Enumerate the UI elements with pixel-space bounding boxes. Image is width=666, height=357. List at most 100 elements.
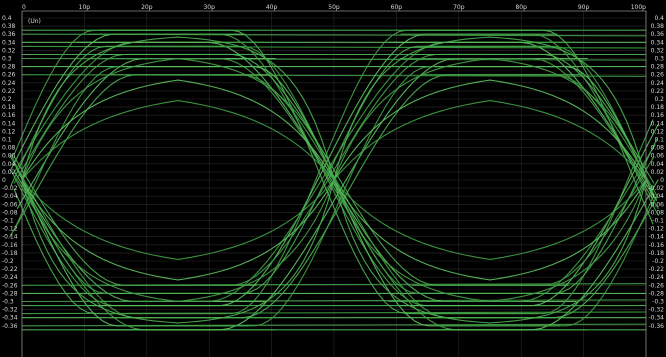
x-tick-label: 50p — [328, 4, 340, 11]
eye-trace — [399, 179, 659, 331]
eye-trace — [434, 66, 655, 197]
x-tick-label: 100p — [631, 4, 646, 11]
eye-trace — [21, 58, 335, 181]
y-tick-label-right: -0.04 — [648, 193, 664, 200]
eye-trace — [400, 123, 659, 307]
eye-trace — [388, 144, 656, 303]
eye-trace — [333, 179, 647, 260]
y-tick-label-right: 0.36 — [651, 31, 665, 38]
y-tick-labels-left: 0.40.380.360.340.320.30.280.260.240.220.… — [2, 15, 18, 330]
y-tick-label-right: 0.12 — [651, 128, 665, 135]
y-tick-label-left: 0.18 — [2, 104, 16, 111]
y-tick-labels-right: 0.40.380.360.340.320.30.280.260.240.220.… — [648, 15, 664, 330]
y-tick-label-right: 0.2 — [654, 96, 664, 103]
eye-traces — [9, 29, 659, 331]
eye-trace — [21, 179, 335, 281]
x-tick-label: 40p — [266, 4, 278, 11]
eye-trace — [21, 100, 335, 181]
y-tick-label-right: -0.36 — [648, 323, 664, 330]
y-tick-label-right: 0.3 — [654, 56, 664, 63]
x-tick-label: 80p — [515, 4, 527, 11]
x-tick-label: 70p — [453, 4, 465, 11]
y-tick-label-right: 0.4 — [654, 15, 664, 22]
eye-trace — [399, 57, 659, 209]
y-tick-label-right: 0.26 — [651, 72, 665, 79]
y-tick-label-left: 0.08 — [2, 145, 16, 152]
y-tick-label-right: -0.08 — [648, 209, 664, 216]
grid — [21, 11, 647, 357]
eye-trace — [333, 100, 647, 181]
eye-trace — [411, 53, 655, 184]
y-tick-label-right: 0.22 — [651, 88, 665, 95]
eye-trace — [412, 119, 654, 315]
y-tick-label-left: 0.38 — [2, 23, 16, 30]
eye-trace — [21, 179, 335, 260]
y-unit-label: (Un) — [28, 18, 41, 25]
y-tick-label-left: -0.18 — [2, 250, 18, 257]
y-tick-label-left: -0.3 — [2, 299, 14, 306]
y-tick-label-left: -0.16 — [2, 242, 18, 249]
eye-trace — [434, 195, 655, 327]
y-tick-label-left: 0.1 — [2, 137, 12, 144]
y-tick-label-right: -0.18 — [648, 250, 664, 257]
x-tick-label: 10p — [79, 4, 91, 11]
eye-trace — [422, 195, 658, 319]
y-tick-label-right: 0.24 — [651, 80, 665, 87]
y-tick-label-right: -0.34 — [648, 315, 664, 322]
eye-trace — [21, 179, 335, 302]
y-tick-label-right: 0.1 — [654, 137, 664, 144]
y-tick-label-right: -0.12 — [648, 226, 664, 233]
y-tick-label-left: -0.24 — [2, 274, 18, 281]
y-tick-label-right: 0.28 — [651, 64, 665, 71]
y-tick-label-right: -0.2 — [652, 258, 664, 265]
y-tick-label-left: -0.22 — [2, 266, 18, 273]
y-tick-label-left: 0.2 — [2, 96, 12, 103]
axes — [21, 10, 647, 357]
y-tick-label-left: 0.22 — [2, 88, 16, 95]
eye-trace — [400, 33, 659, 216]
y-tick-label-left: -0.36 — [2, 323, 18, 330]
y-tick-label-left: 0.32 — [2, 47, 16, 54]
x-tick-labels: 0 10p 20p 30p 40p 50p 60p 70p 80p 90p 100p — [22, 4, 646, 11]
y-tick-label-left: -0.04 — [2, 193, 18, 200]
y-tick-label-right: 0.34 — [651, 39, 665, 46]
y-tick-label-right: 0.32 — [651, 47, 665, 54]
x-tick-label: 90p — [578, 4, 590, 11]
eye-trace — [388, 41, 656, 200]
y-tick-label-left: 0 — [2, 177, 6, 184]
y-tick-label-right: -0.14 — [648, 234, 664, 241]
y-tick-label-right: -0.1 — [652, 218, 664, 225]
x-tick-label: 20p — [141, 4, 153, 11]
y-tick-label-right: 0.06 — [651, 153, 665, 160]
y-tick-label-right: 0.08 — [651, 145, 665, 152]
y-tick-label-left: 0.06 — [2, 153, 16, 160]
y-tick-label-left: 0.02 — [2, 169, 16, 176]
y-tick-label-left: 0.26 — [2, 72, 16, 79]
y-tick-label-left: -0.28 — [2, 290, 18, 297]
y-tick-label-left: -0.08 — [2, 209, 18, 216]
y-tick-label-right: -0.06 — [648, 201, 664, 208]
y-tick-label-right: -0.3 — [652, 299, 664, 306]
y-tick-label-right: -0.16 — [648, 242, 664, 249]
eye-trace — [21, 36, 335, 181]
y-tick-label-right: 0.14 — [651, 120, 665, 127]
y-tick-label-left: 0.4 — [2, 15, 12, 22]
y-tick-label-right: -0.24 — [648, 274, 664, 281]
y-tick-label-left: 0.34 — [2, 39, 16, 46]
eye-trace — [422, 74, 658, 197]
y-tick-label-left: 0.3 — [2, 56, 12, 63]
y-tick-label-left: -0.1 — [2, 218, 14, 225]
y-tick-label-right: 0 — [660, 177, 664, 184]
y-tick-label-left: -0.06 — [2, 201, 18, 208]
eye-trace — [423, 45, 658, 202]
y-tick-label-right: -0.26 — [648, 282, 664, 289]
y-tick-label-left: 0.04 — [2, 161, 16, 168]
y-tick-label-right: 0.02 — [651, 169, 665, 176]
eye-trace — [411, 156, 655, 286]
x-tick-label: 0 — [22, 4, 26, 11]
y-tick-label-left: 0.16 — [2, 112, 16, 119]
eye-trace — [333, 79, 647, 181]
y-tick-label-left: -0.14 — [2, 234, 18, 241]
y-tick-label-right: 0.18 — [651, 104, 665, 111]
